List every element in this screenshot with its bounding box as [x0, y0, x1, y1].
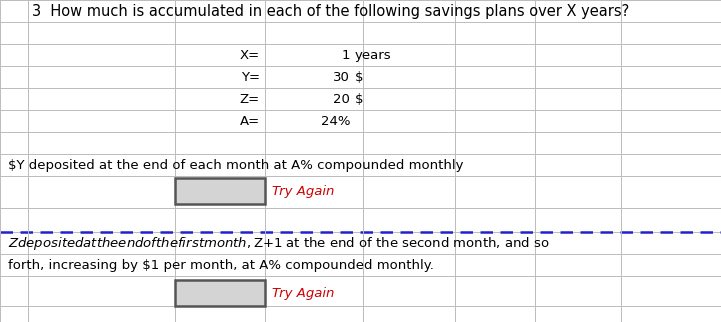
Text: forth, increasing by $1 per month, at A% compounded monthly.: forth, increasing by $1 per month, at A%… — [8, 259, 434, 271]
Text: Try Again: Try Again — [272, 287, 335, 299]
Text: A=: A= — [240, 115, 260, 128]
Text: Z=: Z= — [240, 92, 260, 106]
Text: $Y deposited at the end of each month at A% compounded monthly: $Y deposited at the end of each month at… — [8, 158, 464, 172]
Bar — [175, 178, 265, 204]
Text: $: $ — [355, 92, 363, 106]
Bar — [175, 280, 265, 306]
Text: years: years — [355, 49, 392, 62]
Text: 30: 30 — [333, 71, 350, 83]
Text: 24%: 24% — [321, 115, 350, 128]
Text: 20: 20 — [333, 92, 350, 106]
Text: $: $ — [355, 71, 363, 83]
Text: Y=: Y= — [241, 71, 260, 83]
Text: Try Again: Try Again — [272, 185, 335, 197]
Text: X=: X= — [240, 49, 260, 62]
Text: $Z deposited at the end of the first month, $Z+1 at the end of the second month,: $Z deposited at the end of the first mon… — [8, 234, 549, 251]
Text: 3  How much is accumulated in each of the following savings plans over X years?: 3 How much is accumulated in each of the… — [32, 4, 629, 18]
Text: 1: 1 — [342, 49, 350, 62]
